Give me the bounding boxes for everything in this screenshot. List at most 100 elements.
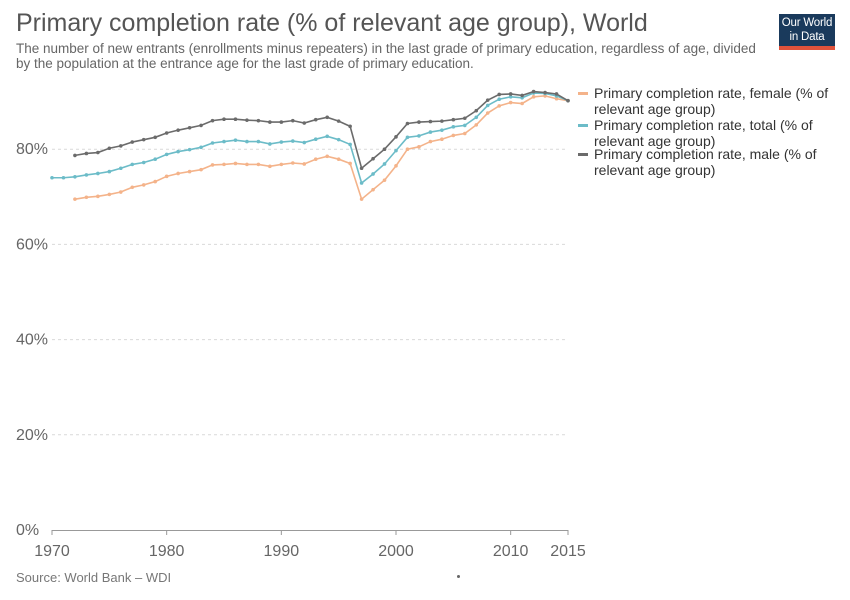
data-point-total[interactable]: 1993: 82.1 — [313, 137, 318, 142]
data-point-total[interactable]: 1975: 75.3 — [107, 169, 112, 174]
data-point-male[interactable]: 1981: 84 — [176, 128, 180, 132]
data-point-total[interactable]: 1987: 81.6 — [245, 139, 249, 144]
data-point-total[interactable]: 1999: 76.9 — [382, 162, 387, 166]
data-point-male[interactable]: 1980: 83.4 — [164, 131, 169, 135]
series-female[interactable]: 1972: 69.5 1973: 69.9 1974: 70.1 1975: 70.5… — [73, 94, 570, 201]
data-point-male[interactable]: 1979: 82.5 — [153, 135, 157, 140]
data-point-female[interactable]: 2012: 91 — [531, 95, 536, 99]
data-point-male[interactable]: 2011: 91.3 — [520, 93, 524, 98]
data-point-total[interactable]: 1995: 82 — [336, 137, 341, 142]
data-point-total[interactable]: 1988: 81.6 — [256, 139, 261, 144]
data-point-total[interactable]: 1991: 81.7 — [291, 139, 295, 143]
data-point-female[interactable]: 1976: 71 — [119, 190, 123, 194]
data-point-male[interactable]: 2008: 90.3 — [485, 98, 490, 102]
source-note[interactable]: Source: World Bank – WDI — [16, 570, 172, 585]
data-point-female[interactable]: 1989: 76.4 — [268, 164, 272, 169]
data-point-male[interactable]: 1973: 79.1 — [84, 151, 89, 156]
data-point-male[interactable]: 1988: 86 — [256, 118, 261, 123]
data-point-total[interactable]: 2003: 83.6 — [428, 130, 433, 134]
data-point-total[interactable]: 1983: 80.4 — [199, 145, 203, 150]
data-point-male[interactable]: 1975: 80.2 — [107, 146, 112, 151]
data-point-male[interactable]: 1993: 86.2 — [313, 117, 318, 122]
data-point-female[interactable]: 2001: 80 — [405, 147, 410, 151]
data-point-total[interactable]: 1998: 74.8 — [371, 172, 375, 176]
data-point-total[interactable]: 1992: 81.4 — [302, 140, 307, 145]
data-point-female[interactable]: 1979: 73.2 — [153, 179, 157, 184]
data-point-female[interactable]: 1973: 69.9 — [84, 195, 89, 200]
data-point-total[interactable]: 1989: 81.1 — [268, 142, 272, 146]
data-point-male[interactable]: 2002: 85.7 — [417, 120, 421, 124]
data-point-male[interactable]: 1991: 86 — [291, 118, 295, 123]
data-point-male[interactable]: 1992: 85.5 — [302, 121, 307, 125]
data-point-female[interactable]: 1982: 75.3 — [187, 169, 192, 174]
data-point-total[interactable]: 1970: 74 — [50, 175, 54, 180]
data-point-total[interactable]: 1984: 81.3 — [210, 141, 215, 145]
data-point-total[interactable]: 1996: 81 — [348, 142, 352, 147]
data-point-female[interactable]: 1997: 69.5 — [359, 197, 364, 201]
data-point-female[interactable]: 1994: 78.5 — [325, 154, 330, 159]
data-point-total[interactable]: 1997: 72.9 — [359, 181, 364, 185]
data-point-male[interactable]: 1984: 86 — [210, 118, 215, 123]
data-point-female[interactable]: 1988: 76.8 — [256, 162, 261, 167]
data-point-male[interactable]: 2015: 90.2 — [566, 98, 570, 103]
data-point-male[interactable]: 1998: 78 — [371, 156, 375, 161]
data-point-female[interactable]: 2011: 89.6 — [520, 101, 524, 106]
data-point-male[interactable]: 1987: 86.1 — [245, 118, 249, 122]
data-point-female[interactable]: 1972: 69.5 — [73, 197, 77, 201]
data-point-female[interactable]: 1975: 70.5 — [107, 192, 112, 197]
data-point-total[interactable]: 1972: 74.2 — [73, 175, 77, 179]
data-point-male[interactable]: 1996: 84.8 — [348, 124, 352, 129]
data-point-total[interactable]: 1978: 77.2 — [141, 160, 146, 165]
series-line-male[interactable] — [74, 90, 569, 170]
data-point-female[interactable]: 1993: 77.9 — [313, 157, 318, 161]
data-point-female[interactable]: 2010: 89.8 — [508, 100, 513, 105]
data-point-total[interactable]: 2007: 86.7 — [474, 115, 479, 120]
data-point-total[interactable]: 2005: 84.7 — [451, 125, 456, 129]
data-point-female[interactable]: 1980: 74.3 — [164, 174, 169, 179]
data-point-female[interactable]: 1995: 77.9 — [336, 157, 341, 161]
data-point-male[interactable]: 2010: 91.6 — [508, 92, 513, 96]
data-point-total[interactable]: 2009: 90.5 — [497, 97, 502, 102]
legend-item-female[interactable]: Primary completion rate, female (% of re… — [578, 85, 843, 117]
data-point-female[interactable]: 1977: 72 — [130, 185, 135, 190]
data-point-female[interactable]: 2005: 82.9 — [451, 133, 456, 138]
series-line-female[interactable] — [74, 95, 569, 201]
data-point-female[interactable]: 1981: 74.9 — [176, 171, 180, 176]
data-point-total[interactable]: 2004: 84 — [440, 128, 444, 132]
data-point-female[interactable]: 1985: 76.8 — [222, 162, 226, 167]
data-point-total[interactable]: 1985: 81.6 — [222, 139, 226, 144]
data-point-male[interactable]: 2013: 91.9 — [543, 90, 547, 95]
data-point-male[interactable]: 1990: 85.7 — [279, 120, 284, 124]
data-point-male[interactable]: 1997: 76 — [359, 166, 364, 171]
data-point-female[interactable]: 1999: 73.5 — [382, 178, 387, 182]
data-point-female[interactable]: 2000: 76.5 — [394, 164, 398, 168]
data-point-male[interactable]: 1995: 85.9 — [336, 119, 341, 123]
data-point-female[interactable]: 2014: 90.6 — [554, 96, 559, 101]
data-point-male[interactable]: 1989: 85.7 — [268, 120, 272, 124]
data-point-female[interactable]: 1996: 77 — [348, 161, 352, 166]
data-point-female[interactable]: 2007: 85.1 — [474, 123, 479, 127]
data-point-total[interactable]: 1990: 81.5 — [279, 140, 284, 144]
data-point-female[interactable]: 2003: 81.6 — [428, 139, 433, 144]
data-point-total[interactable]: 1982: 79.9 — [187, 147, 192, 152]
data-point-male[interactable]: 2000: 82.6 — [394, 135, 398, 139]
data-point-total[interactable]: 2000: 79.7 — [394, 148, 398, 153]
data-point-total[interactable]: 2002: 82.8 — [417, 134, 421, 138]
data-point-total[interactable]: 1973: 74.6 — [84, 173, 89, 177]
data-point-female[interactable]: 1983: 75.7 — [199, 167, 203, 172]
data-point-female[interactable]: 1986: 77 — [233, 161, 238, 166]
data-point-male[interactable]: 2007: 88.1 — [474, 108, 479, 113]
legend-item-total[interactable]: Primary completion rate, total (% of rel… — [578, 117, 843, 149]
data-point-female[interactable]: 1984: 76.7 — [210, 163, 215, 167]
data-point-male[interactable]: 1985: 86.3 — [222, 117, 226, 122]
data-point-female[interactable]: 2004: 82.1 — [440, 137, 444, 142]
data-point-male[interactable]: 2009: 91.5 — [497, 92, 502, 97]
data-point-female[interactable]: 1991: 77.1 — [291, 161, 295, 165]
legend-item-male[interactable]: Primary completion rate, male (% of rele… — [578, 146, 843, 178]
data-point-total[interactable]: 1974: 74.9 — [96, 171, 100, 176]
data-point-total[interactable]: 1986: 81.9 — [233, 138, 238, 142]
data-point-female[interactable]: 2009: 89.1 — [497, 104, 502, 108]
data-point-total[interactable]: 1979: 77.9 — [153, 157, 157, 161]
data-point-male[interactable]: 1977: 81.5 — [130, 140, 135, 144]
data-point-female[interactable]: 1978: 72.5 — [141, 183, 146, 187]
